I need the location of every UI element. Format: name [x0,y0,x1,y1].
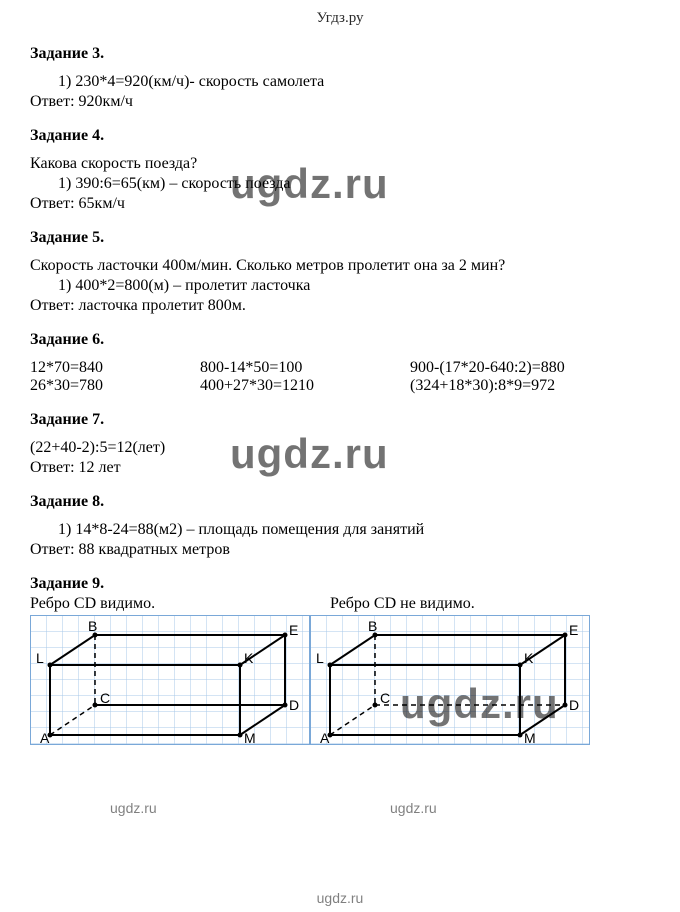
task7-answer: Ответ: 12 лет [30,459,650,477]
task7-title: Задание 7. [30,411,650,429]
footer-watermark: ugdz.ru [0,890,680,906]
task8-line1: 1) 14*8-24=88(м2) – площадь помещения дл… [30,521,650,539]
task9-diagrams: A M K L C D E B [30,615,650,745]
svg-text:E: E [289,622,298,638]
svg-text:D: D [569,697,579,713]
prism-diagram-left: A M K L C D E B [30,615,310,745]
svg-text:A: A [320,730,330,745]
task5-question: Скорость ласточки 400м/мин. Сколько метр… [30,257,650,275]
svg-text:M: M [524,730,536,745]
svg-text:C: C [100,690,110,706]
task5-line1: 1) 400*2=800(м) – пролетит ласточка [30,277,650,295]
task4-answer: Ответ: 65км/ч [30,195,650,213]
task8-title: Задание 8. [30,493,650,511]
task4-title: Задание 4. [30,127,650,145]
task6-r2c2: 400+27*30=1210 [200,377,410,395]
svg-text:L: L [36,650,44,666]
task9-left-label: Ребро CD видимо. [30,595,330,613]
task3-line1: 1) 230*4=920(км/ч)- скорость самолета [30,73,650,91]
svg-text:C: C [380,690,390,706]
svg-text:B: B [88,618,97,634]
task3-answer: Ответ: 920км/ч [30,93,650,111]
task9-labels: Ребро CD видимо. Ребро CD не видимо. [30,595,650,613]
task6-row1: 12*70=840 800-14*50=100 900-(17*20-640:2… [30,359,650,377]
task6-r2c1: 26*30=780 [30,377,200,395]
svg-text:K: K [244,650,254,666]
task4-question: Какова скорость поезда? [30,155,650,173]
task9-title: Задание 9. [30,575,650,593]
svg-text:B: B [368,618,377,634]
watermark-small-text: ugdz.ru [390,800,437,816]
task7-line1: (22+40-2):5=12(лет) [30,439,650,457]
task3-title: Задание 3. [30,45,650,63]
task6-title: Задание 6. [30,331,650,349]
task4-line1: 1) 390:6=65(км) – скорость поезда [30,175,650,193]
watermark-small-text: ugdz.ru [110,800,157,816]
task5-title: Задание 5. [30,229,650,247]
svg-text:E: E [569,622,578,638]
svg-text:L: L [316,650,324,666]
page-header: Угдз.ру [30,10,650,27]
task8-answer: Ответ: 88 квадратных метров [30,541,650,559]
prism-diagram-right: A M K L C D E B [310,615,590,745]
svg-text:M: M [244,730,256,745]
task6-r2c3: (324+18*30):8*9=972 [410,377,650,395]
task9-right-label: Ребро CD не видимо. [330,595,630,613]
task6-row2: 26*30=780 400+27*30=1210 (324+18*30):8*9… [30,377,650,395]
svg-text:K: K [524,650,534,666]
svg-text:D: D [289,697,299,713]
task6-r1c3: 900-(17*20-640:2)=880 [410,359,650,377]
svg-text:A: A [40,730,50,745]
task6-r1c1: 12*70=840 [30,359,200,377]
task6-r1c2: 800-14*50=100 [200,359,410,377]
task5-answer: Ответ: ласточка пролетит 800м. [30,297,650,315]
